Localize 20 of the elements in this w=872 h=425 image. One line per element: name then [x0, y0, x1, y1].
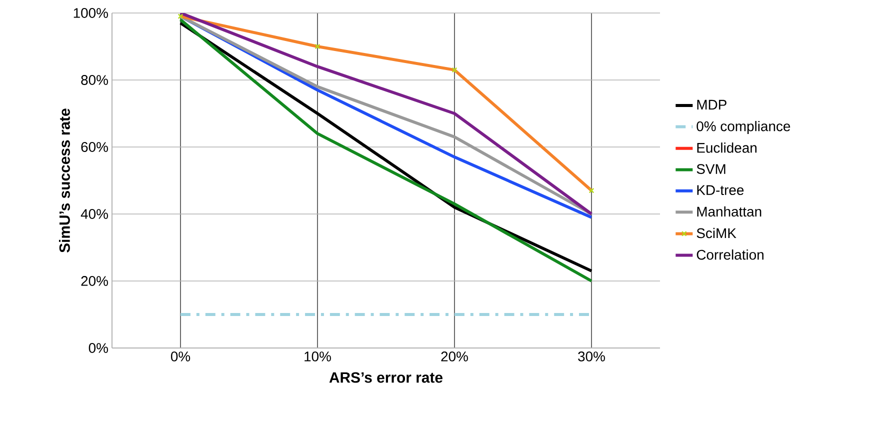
y-tick-label: 20% [81, 276, 108, 286]
x-axis-title: ARS’s error rate [329, 372, 442, 383]
x-tick-label: 30% [578, 352, 605, 362]
y-tick-label: 40% [80, 209, 108, 219]
x-tick-label: 20% [441, 352, 468, 362]
y-tick-label: 0% [88, 343, 108, 353]
legend-label: Manhattan [697, 206, 762, 217]
legend-label: SVM [696, 164, 726, 174]
x-tick-label: 0% [170, 352, 190, 362]
legend-label: 0% compliance [696, 120, 790, 134]
legend-label: Euclidean [697, 142, 756, 153]
y-axis-title: SimU’s success rate [58, 108, 70, 252]
y-tick-label: 80% [81, 75, 108, 85]
x-tick-label: 10% [304, 352, 331, 362]
legend-label: SciMK [696, 228, 736, 238]
legend-label: KD-tree [697, 185, 744, 196]
legend-label: Correlation [696, 249, 764, 260]
legend-label: MDP [697, 100, 726, 110]
y-tick-label: 60% [81, 142, 108, 152]
y-tick-label: 100% [74, 8, 108, 18]
